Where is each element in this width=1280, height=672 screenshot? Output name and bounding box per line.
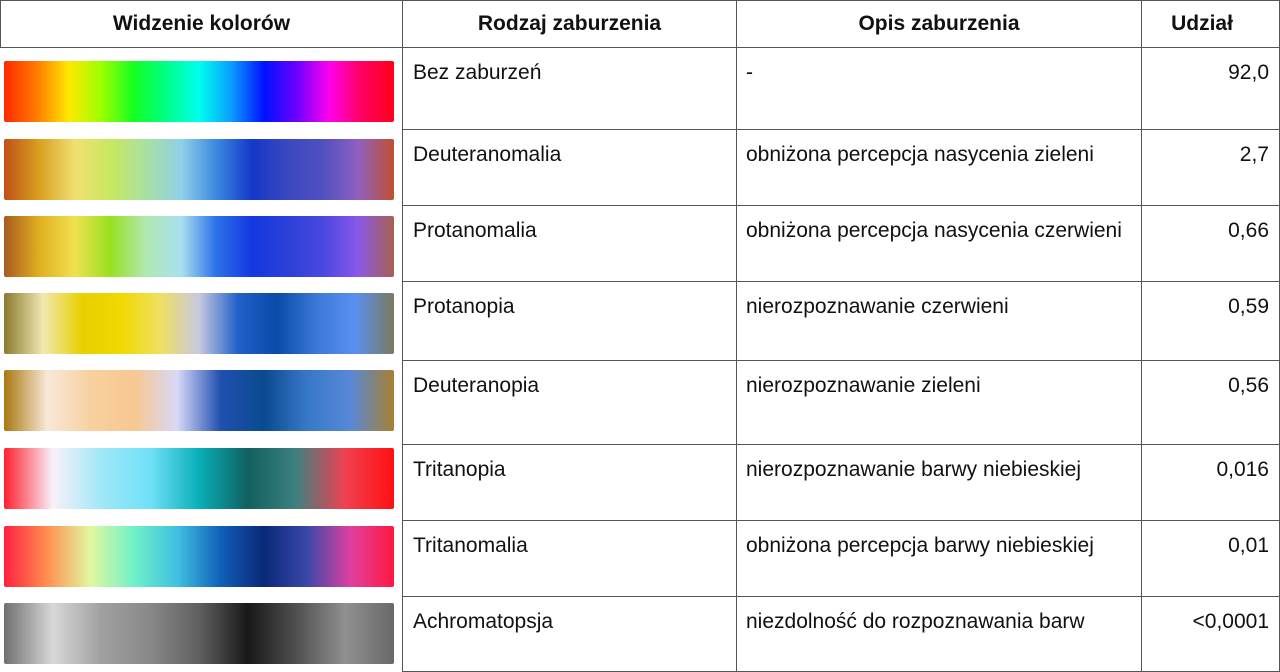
disorder-share: 92,0: [1228, 61, 1269, 84]
disorder-description: -: [746, 61, 753, 84]
disorder-description: obniżona percepcja barwy niebieskiej: [746, 534, 1094, 557]
disorder-share: 0,66: [1228, 219, 1269, 242]
disorder-type: Bez zaburzeń: [413, 61, 542, 84]
disorder-type: Deuteranopia: [413, 374, 540, 397]
color-spectrum-strip: [4, 216, 394, 277]
disorder-share: 0,59: [1228, 295, 1269, 318]
disorder-description: nierozpoznawanie czerwieni: [746, 295, 1009, 318]
disorder-share: <0,0001: [1192, 610, 1270, 633]
color-spectrum-strip: [4, 603, 394, 664]
color-spectrum-strip: [4, 370, 394, 431]
disorder-share: 0,56: [1228, 374, 1269, 397]
disorder-type: Protanopia: [413, 295, 515, 318]
disorder-description: obniżona percepcja nasycenia czerwieni: [746, 219, 1122, 242]
header-description: Opis zaburzenia: [858, 11, 1020, 35]
color-spectrum-strip: [4, 61, 394, 122]
header-vision: Widzenie kolorów: [112, 11, 291, 35]
color-spectrum-strip: [4, 526, 394, 587]
disorder-type: Tritanomalia: [413, 534, 528, 557]
color-spectrum-strip: [4, 448, 394, 509]
disorder-description: niezdolność do rozpoznawania barw: [746, 610, 1085, 633]
disorder-description: nierozpoznawanie barwy niebieskiej: [746, 458, 1082, 481]
disorder-share: 0,016: [1216, 458, 1269, 481]
color-spectrum-strip: [4, 139, 394, 200]
disorder-description: obniżona percepcja nasycenia zieleni: [746, 143, 1094, 166]
disorder-share: 2,7: [1239, 143, 1269, 166]
disorder-type: Achromatopsja: [413, 610, 554, 633]
disorder-description: nierozpoznawanie zieleni: [746, 374, 981, 397]
disorder-type: Deuteranomalia: [413, 143, 562, 166]
disorder-type: Protanomalia: [413, 219, 537, 242]
disorder-type: Tritanopia: [413, 458, 506, 481]
header-share: Udział: [1171, 11, 1233, 35]
color-spectrum-strip: [4, 293, 394, 354]
header-type: Rodzaj zaburzenia: [477, 11, 662, 35]
disorder-share: 0,01: [1228, 534, 1269, 557]
